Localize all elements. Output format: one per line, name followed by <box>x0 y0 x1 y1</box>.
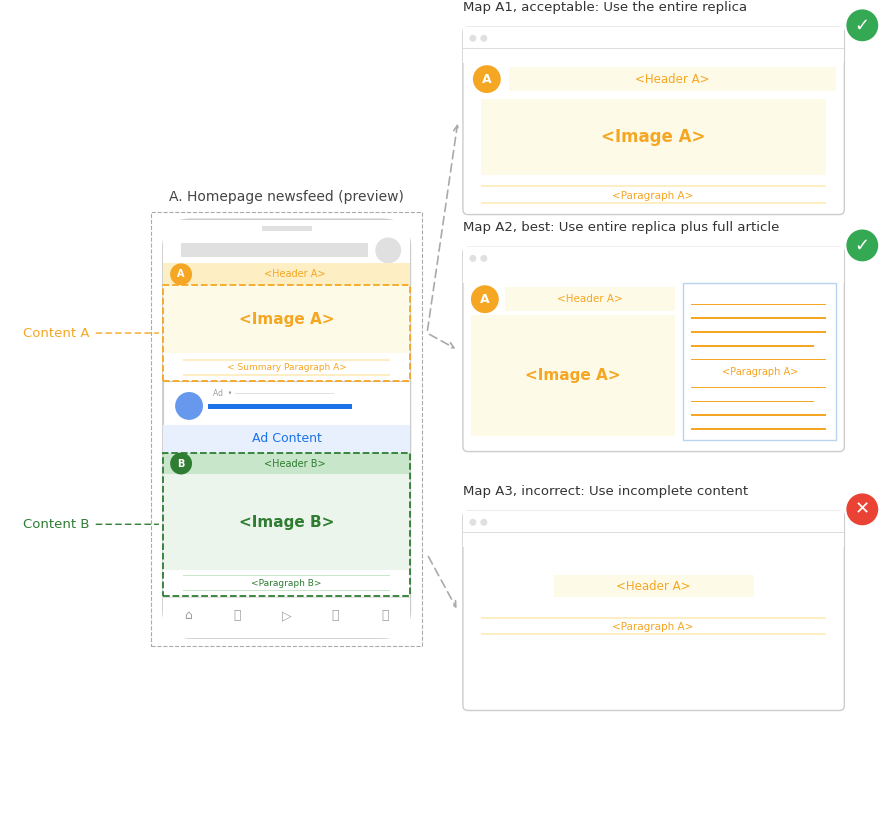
Bar <box>462 247 843 270</box>
Text: B: B <box>177 458 184 468</box>
Text: Content B: Content B <box>23 518 89 531</box>
Text: 🔲: 🔲 <box>332 609 339 622</box>
Bar <box>163 424 409 453</box>
Bar <box>163 596 409 638</box>
Text: Map A3, incorrect: Use incomplete content: Map A3, incorrect: Use incomplete conten… <box>462 485 747 498</box>
Circle shape <box>170 453 192 474</box>
FancyBboxPatch shape <box>462 27 843 215</box>
Text: Map A1, acceptable: Use the entire replica: Map A1, acceptable: Use the entire repli… <box>462 1 746 14</box>
Text: <Paragraph A>: <Paragraph A> <box>611 191 693 201</box>
Bar <box>553 575 753 597</box>
Circle shape <box>846 493 877 525</box>
Bar <box>690 331 825 333</box>
Text: <Header B>: <Header B> <box>264 458 325 468</box>
Circle shape <box>480 255 487 262</box>
Bar <box>163 264 409 285</box>
Bar <box>163 474 409 570</box>
Text: ✓: ✓ <box>854 17 869 34</box>
Circle shape <box>375 237 401 264</box>
Bar <box>480 202 825 204</box>
Circle shape <box>846 230 877 261</box>
Text: <Paragraph A>: <Paragraph A> <box>611 622 693 631</box>
Text: <Header A>: <Header A> <box>264 270 325 280</box>
FancyBboxPatch shape <box>462 247 843 452</box>
Circle shape <box>468 35 476 42</box>
Bar <box>690 304 825 305</box>
Bar <box>151 211 422 646</box>
Bar <box>470 315 674 436</box>
Text: ⌂: ⌂ <box>184 609 192 622</box>
Bar <box>163 570 409 596</box>
Bar <box>690 359 825 360</box>
Text: A. Homepage newsfeed (preview): A. Homepage newsfeed (preview) <box>169 190 404 204</box>
Text: ✕: ✕ <box>854 500 869 518</box>
Bar <box>690 400 814 402</box>
Bar <box>462 512 843 533</box>
Text: Ad  •: Ad • <box>213 389 232 399</box>
Bar <box>462 27 843 49</box>
Bar <box>183 359 390 361</box>
Circle shape <box>468 255 476 262</box>
Bar <box>504 287 674 311</box>
Bar <box>183 575 390 576</box>
Circle shape <box>480 519 487 526</box>
Bar <box>508 67 836 91</box>
Text: <Image A>: <Image A> <box>600 128 704 146</box>
Bar <box>682 283 836 439</box>
Bar <box>183 590 390 591</box>
Bar <box>462 270 843 283</box>
Text: <Image B>: <Image B> <box>239 515 334 530</box>
Text: Ad Content: Ad Content <box>251 432 321 445</box>
Circle shape <box>175 392 203 420</box>
Bar <box>480 617 825 619</box>
Bar <box>261 225 311 231</box>
Bar <box>462 533 843 547</box>
Bar <box>163 285 409 353</box>
Circle shape <box>472 65 501 93</box>
Bar <box>163 353 409 381</box>
Text: <Image A>: <Image A> <box>524 369 620 384</box>
Bar <box>690 428 825 430</box>
Text: ✓: ✓ <box>854 236 869 255</box>
Bar <box>183 374 390 376</box>
Text: Map A2, best: Use entire replica plus full article: Map A2, best: Use entire replica plus fu… <box>462 221 779 234</box>
Bar <box>207 404 352 409</box>
Circle shape <box>480 35 487 42</box>
Text: A: A <box>479 293 489 305</box>
Bar <box>462 49 843 63</box>
Text: < Summary Paragraph A>: < Summary Paragraph A> <box>226 364 346 373</box>
Text: <Image A>: <Image A> <box>239 312 334 327</box>
Text: A: A <box>482 72 491 86</box>
Bar <box>163 597 409 598</box>
Bar <box>480 99 825 175</box>
Text: <Paragraph A>: <Paragraph A> <box>721 368 797 378</box>
FancyBboxPatch shape <box>462 512 843 711</box>
Circle shape <box>470 285 498 313</box>
Bar <box>181 244 368 257</box>
Bar <box>690 387 825 389</box>
Bar <box>163 453 409 596</box>
Bar <box>480 633 825 635</box>
Bar <box>163 381 409 453</box>
Text: <Header A>: <Header A> <box>634 72 709 86</box>
Circle shape <box>170 264 192 285</box>
Text: ▷: ▷ <box>282 609 291 622</box>
Circle shape <box>846 9 877 42</box>
FancyBboxPatch shape <box>163 220 409 638</box>
Bar <box>163 220 409 264</box>
Text: Content A: Content A <box>23 326 89 339</box>
Bar <box>163 453 409 474</box>
Text: 🔍: 🔍 <box>232 609 240 622</box>
Text: <Paragraph B>: <Paragraph B> <box>251 578 322 587</box>
Bar <box>690 318 825 319</box>
Bar <box>690 414 825 416</box>
Text: 👤: 👤 <box>381 609 389 622</box>
Text: <Header A>: <Header A> <box>615 580 689 592</box>
Text: A: A <box>177 270 185 280</box>
Circle shape <box>468 519 476 526</box>
Bar <box>690 345 814 347</box>
Text: <Header A>: <Header A> <box>556 295 621 305</box>
Bar <box>163 285 409 381</box>
